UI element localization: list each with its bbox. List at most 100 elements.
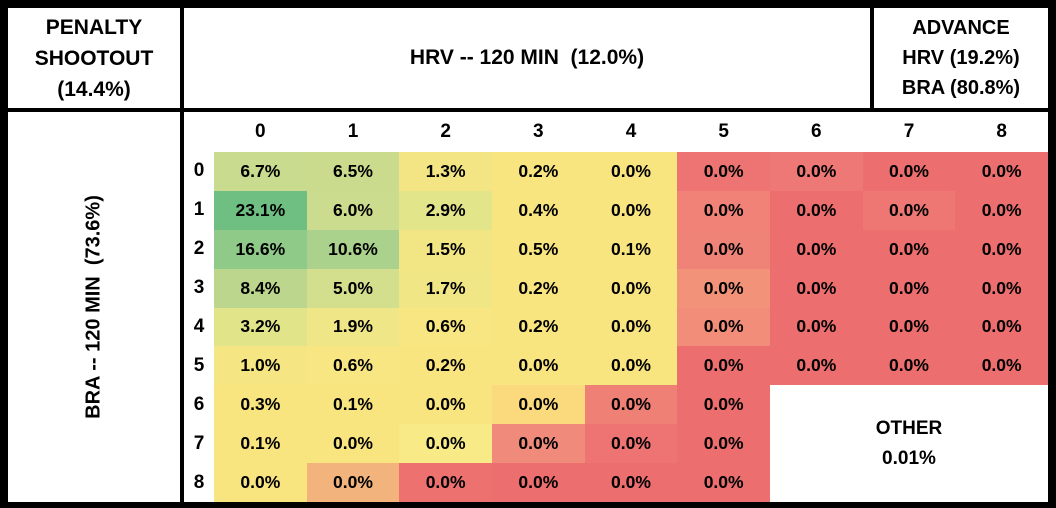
matrix-cell-r1c0: 23.1%	[214, 190, 307, 230]
matrix-cell-r3c2: 1.7%	[399, 268, 492, 308]
matrix-cell-r3c6: 0.0%	[769, 268, 863, 308]
matrix-cell-r7c5: 0.0%	[677, 424, 770, 464]
matrix-cell-r5c0: 1.0%	[214, 346, 307, 386]
penalty-shootout-header: PENALTY SHOOTOUT (14.4%)	[8, 8, 180, 108]
column-header-3: 3	[491, 112, 585, 152]
matrix-cell-r3c8: 0.0%	[955, 268, 1048, 308]
header-divider	[870, 8, 874, 108]
horizontal-divider	[8, 108, 1048, 112]
column-header-8: 8	[955, 112, 1048, 152]
column-header-2: 2	[399, 112, 492, 152]
matrix-cell-r2c4: 0.1%	[584, 229, 678, 269]
row-header-2: 2	[184, 229, 214, 269]
matrix-cell-r0c5: 0.0%	[677, 152, 770, 191]
column-header-4: 4	[584, 112, 678, 152]
row-header-0: 0	[184, 152, 214, 191]
matrix-cell-r1c4: 0.0%	[584, 190, 678, 230]
matrix-cell-r2c3: 0.5%	[491, 229, 585, 269]
column-header-1: 1	[306, 112, 400, 152]
matrix-cell-r6c1: 0.1%	[306, 385, 400, 425]
matrix-cell-r4c7: 0.0%	[862, 307, 956, 347]
matrix-cell-r2c5: 0.0%	[677, 229, 770, 269]
matrix-cell-r3c0: 8.4%	[214, 268, 307, 308]
matrix-cell-r4c2: 0.6%	[399, 307, 492, 347]
matrix-cell-r4c1: 1.9%	[306, 307, 400, 347]
column-header-7: 7	[862, 112, 956, 152]
matrix-cell-r3c1: 5.0%	[306, 268, 400, 308]
matrix-cell-r0c6: 0.0%	[769, 152, 863, 191]
matrix-cell-r5c8: 0.0%	[955, 346, 1048, 386]
column-header-0: 0	[214, 112, 307, 152]
matrix-cell-r7c0: 0.1%	[214, 424, 307, 464]
matrix-cell-r3c3: 0.2%	[491, 268, 585, 308]
matrix-cell-r8c5: 0.0%	[677, 463, 770, 502]
other-label: OTHER	[875, 417, 943, 439]
matrix-cell-r2c6: 0.0%	[769, 229, 863, 269]
row-header-8: 8	[184, 463, 214, 502]
top-header-band: HRV -- 120 MIN (12.0%) ADVANCE HRV (19.2…	[184, 8, 1048, 108]
penalty-shootout-line2: SHOOTOUT	[34, 46, 154, 70]
matrix-cell-r4c5: 0.0%	[677, 307, 770, 347]
matrix-cell-r6c3: 0.0%	[491, 385, 585, 425]
matrix-cell-r2c2: 1.5%	[399, 229, 492, 269]
matrix-cell-r5c5: 0.0%	[677, 346, 770, 386]
matrix-cell-r1c5: 0.0%	[677, 190, 770, 230]
matrix-cell-r3c7: 0.0%	[862, 268, 956, 308]
probability-heatmap: 0 1 2 3 4 5 6 7 8 0 6.7% 6.5% 1.3% 0.2% 0.0% 0.0% 0.0% 0.…	[184, 112, 1048, 502]
matrix-cell-r8c1: 0.0%	[306, 463, 400, 502]
row-header-1: 1	[184, 190, 214, 230]
matrix-cell-r0c3: 0.2%	[491, 152, 585, 191]
matrix-cell-r7c2: 0.0%	[399, 424, 492, 464]
matrix-cell-r7c1: 0.0%	[306, 424, 400, 464]
advance-hrv-pct: HRV (19.2%)	[902, 47, 1020, 69]
matrix-cell-r4c8: 0.0%	[955, 307, 1048, 347]
matrix-cell-r5c2: 0.2%	[399, 346, 492, 386]
bra-120min-header: BRA -- 120 MIN (73.6%)	[82, 195, 105, 419]
matrix-cell-r8c0: 0.0%	[214, 463, 307, 502]
matrix-cell-r5c7: 0.0%	[862, 346, 956, 386]
matrix-cell-r1c1: 6.0%	[306, 190, 400, 230]
matrix-cell-r0c7: 0.0%	[862, 152, 956, 191]
other-cell: OTHER 0.01%	[769, 385, 1048, 502]
matrix-cell-r2c7: 0.0%	[862, 229, 956, 269]
table-layout: PENALTY SHOOTOUT (14.4%) HRV -- 120 MIN …	[8, 8, 1048, 502]
matrix-cell-r8c2: 0.0%	[399, 463, 492, 502]
matrix-cell-r4c6: 0.0%	[769, 307, 863, 347]
bra-120min-label-cell: BRA -- 120 MIN (73.6%)	[8, 112, 180, 502]
column-header-5: 5	[677, 112, 770, 152]
matrix-cell-r4c4: 0.0%	[584, 307, 678, 347]
advance-summary: ADVANCE HRV (19.2%) BRA (80.8%)	[874, 8, 1048, 108]
matrix-corner-spacer	[184, 112, 214, 152]
row-header-7: 7	[184, 424, 214, 464]
matrix-cell-r1c6: 0.0%	[769, 190, 863, 230]
penalty-shootout-pct: (14.4%)	[57, 77, 131, 101]
matrix-cell-r0c2: 1.3%	[399, 152, 492, 191]
matrix-cell-r1c3: 0.4%	[491, 190, 585, 230]
matrix-cell-r1c7: 0.0%	[862, 190, 956, 230]
other-value: 0.01%	[882, 447, 936, 469]
matrix-cell-r0c0: 6.7%	[214, 152, 307, 191]
vertical-divider	[180, 8, 184, 502]
matrix-cell-r7c3: 0.0%	[491, 424, 585, 464]
row-header-5: 5	[184, 346, 214, 386]
matrix-cell-r1c8: 0.0%	[955, 190, 1048, 230]
row-header-6: 6	[184, 385, 214, 425]
matrix-cell-r0c1: 6.5%	[306, 152, 400, 191]
matrix-cell-r2c0: 16.6%	[214, 229, 307, 269]
row-header-4: 4	[184, 307, 214, 347]
matrix-cell-r0c8: 0.0%	[955, 152, 1048, 191]
matrix-cell-r8c3: 0.0%	[491, 463, 585, 502]
advance-title: ADVANCE	[912, 17, 1010, 39]
advance-bra-pct: BRA (80.8%)	[901, 77, 1021, 99]
matrix-cell-r7c4: 0.0%	[584, 424, 678, 464]
matrix-cell-r4c3: 0.2%	[491, 307, 585, 347]
matrix-cell-r1c2: 2.9%	[399, 190, 492, 230]
hrv-120min-header: HRV -- 120 MIN (12.0%)	[409, 46, 645, 69]
matrix-cell-r2c1: 10.6%	[306, 229, 400, 269]
matrix-cell-r4c0: 3.2%	[214, 307, 307, 347]
matrix-cell-r5c1: 0.6%	[306, 346, 400, 386]
matrix-cell-r5c3: 0.0%	[491, 346, 585, 386]
matrix-cell-r6c5: 0.0%	[677, 385, 770, 425]
matrix-cell-r6c0: 0.3%	[214, 385, 307, 425]
